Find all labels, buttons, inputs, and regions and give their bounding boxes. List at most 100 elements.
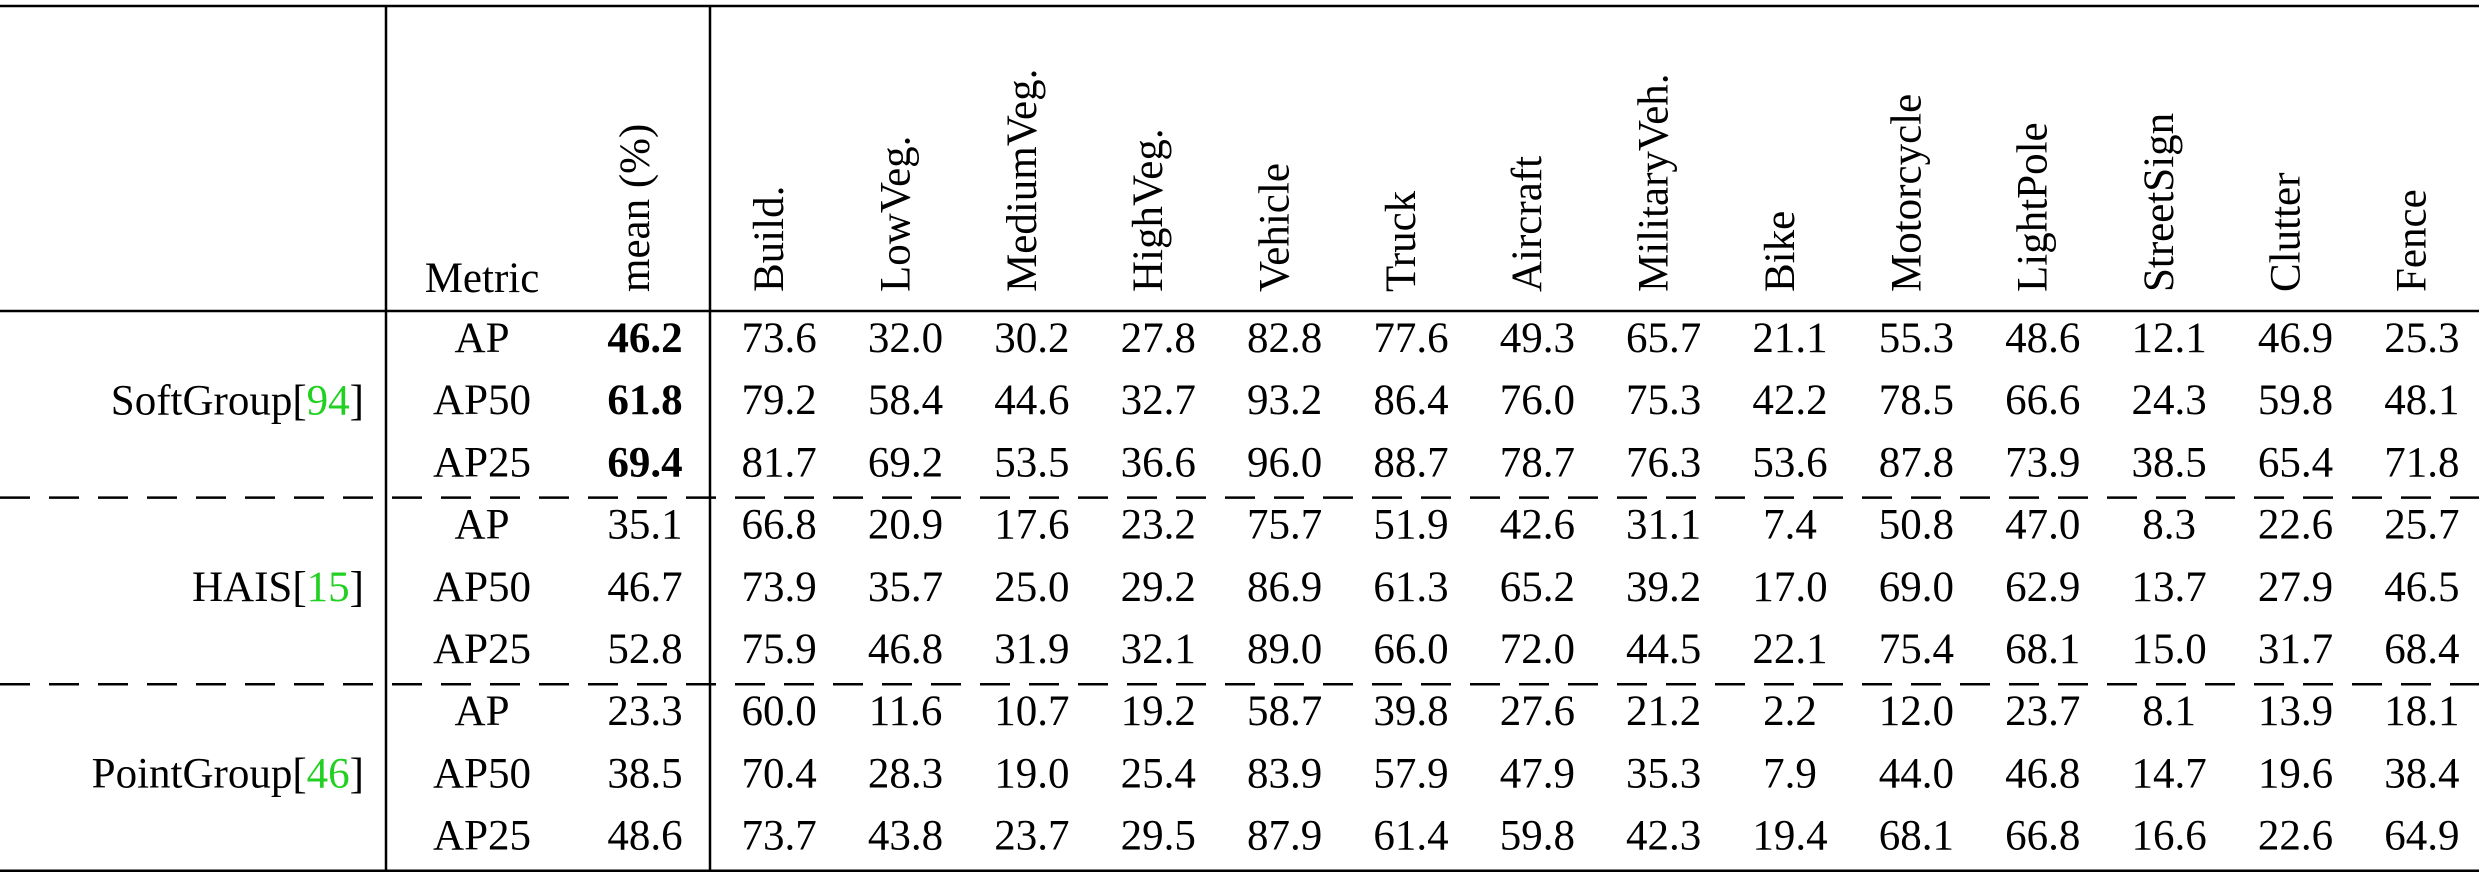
- mean-value: 61.8: [607, 377, 682, 424]
- cell-value: 61.4: [1373, 813, 1448, 860]
- cell-value: 28.3: [868, 750, 943, 797]
- cell-value: 46.5: [2384, 564, 2459, 611]
- cell-value: 23.7: [994, 813, 1069, 860]
- cell-value: 32.1: [1121, 626, 1196, 673]
- cell-value: 73.9: [742, 564, 817, 611]
- cell-value: 17.0: [1752, 564, 1827, 611]
- cell-value: 8.1: [2142, 688, 2196, 735]
- method: SoftGroup: [111, 377, 293, 424]
- cell-value: 66.6: [2005, 377, 2080, 424]
- cell-value: 39.2: [1626, 564, 1701, 611]
- header-class: Fence: [2389, 189, 2436, 292]
- cell-value: 66.8: [742, 502, 817, 549]
- cell-value: 18.1: [2384, 688, 2459, 735]
- header-class: HighVeg.: [1125, 128, 1172, 292]
- cell-value: 48.1: [2384, 377, 2459, 424]
- cell-value: 61.3: [1373, 564, 1448, 611]
- cell-value: 82.8: [1247, 315, 1322, 362]
- cell-value: 22.1: [1752, 626, 1827, 673]
- citation: [: [292, 750, 306, 797]
- cell-value: 19.2: [1121, 688, 1196, 735]
- cell-value: 23.7: [2005, 688, 2080, 735]
- header-class: StreetSign: [2136, 113, 2183, 292]
- cell-value: 53.6: [1752, 439, 1827, 486]
- cell-value: 35.7: [868, 564, 943, 611]
- header-class: Bike: [1757, 211, 1804, 292]
- cell-value: 46.9: [2258, 315, 2333, 362]
- cell-value: 55.3: [1879, 315, 1954, 362]
- cell-value: 7.4: [1763, 502, 1817, 549]
- metric: AP25: [433, 813, 531, 860]
- cell-value: 81.7: [742, 439, 817, 486]
- cell-value: 7.9: [1763, 750, 1817, 797]
- cell-value: 72.0: [1500, 626, 1575, 673]
- method-name: PointGroup[46]: [92, 750, 364, 797]
- cell-value: 31.1: [1626, 502, 1701, 549]
- cell-value: 77.6: [1373, 315, 1448, 362]
- method-name: SoftGroup[94]: [111, 377, 364, 424]
- cell-value: 75.4: [1879, 626, 1954, 673]
- cell-value: 27.8: [1121, 315, 1196, 362]
- cell-value: 58.4: [868, 377, 943, 424]
- header-class: LowVeg.: [872, 136, 919, 292]
- cell-value: 43.8: [868, 813, 943, 860]
- cell-value: 96.0: [1247, 439, 1322, 486]
- mean-value: 46.2: [607, 315, 682, 362]
- citation: 94: [307, 377, 350, 424]
- cell-value: 60.0: [742, 688, 817, 735]
- cell-value: 69.0: [1879, 564, 1954, 611]
- cell-value: 73.6: [742, 315, 817, 362]
- cell-value: 15.0: [2131, 626, 2206, 673]
- cell-value: 25.7: [2384, 502, 2459, 549]
- cell-value: 73.7: [742, 813, 817, 860]
- cell-value: 46.8: [868, 626, 943, 673]
- cell-value: 75.3: [1626, 377, 1701, 424]
- cell-value: 14.7: [2131, 750, 2206, 797]
- cell-value: 68.4: [2384, 626, 2459, 673]
- cell-value: 12.0: [1879, 688, 1954, 735]
- cell-value: 19.6: [2258, 750, 2333, 797]
- citation: [: [292, 564, 306, 611]
- cell-value: 51.9: [1373, 502, 1448, 549]
- header-mean: mean (%): [612, 124, 659, 292]
- mean-value: 48.6: [607, 813, 682, 860]
- mean-value: 52.8: [607, 626, 682, 673]
- cell-value: 8.3: [2142, 502, 2196, 549]
- cell-value: 66.0: [1373, 626, 1448, 673]
- cell-value: 21.1: [1752, 315, 1827, 362]
- cell-value: 25.4: [1121, 750, 1196, 797]
- cell-value: 65.4: [2258, 439, 2333, 486]
- cell-value: 38.4: [2384, 750, 2459, 797]
- cell-value: 47.0: [2005, 502, 2080, 549]
- metric: AP25: [433, 626, 531, 673]
- header-metric: Metric: [425, 255, 540, 302]
- cell-value: 19.4: [1752, 813, 1827, 860]
- citation: ]: [350, 377, 364, 424]
- cell-value: 71.8: [2384, 439, 2459, 486]
- cell-value: 25.0: [994, 564, 1069, 611]
- metric: AP50: [433, 750, 531, 797]
- cell-value: 87.9: [1247, 813, 1322, 860]
- cell-value: 10.7: [994, 688, 1069, 735]
- cell-value: 2.2: [1763, 688, 1817, 735]
- cell-value: 35.3: [1626, 750, 1701, 797]
- cell-value: 38.5: [2131, 439, 2206, 486]
- header-class: Clutter: [2262, 173, 2309, 292]
- cell-value: 69.2: [868, 439, 943, 486]
- cell-value: 44.5: [1626, 626, 1701, 673]
- cell-value: 42.2: [1752, 377, 1827, 424]
- metric: AP: [455, 315, 510, 362]
- citation: ]: [350, 564, 364, 611]
- cell-value: 27.9: [2258, 564, 2333, 611]
- cell-value: 58.7: [1247, 688, 1322, 735]
- citation: 15: [307, 564, 350, 611]
- citation: 46: [307, 750, 350, 797]
- metric: AP50: [433, 377, 531, 424]
- cell-value: 59.8: [1500, 813, 1575, 860]
- method: HAIS: [192, 564, 292, 611]
- cell-value: 48.6: [2005, 315, 2080, 362]
- cell-value: 68.1: [2005, 626, 2080, 673]
- cell-value: 29.5: [1121, 813, 1196, 860]
- mean-value: 35.1: [607, 502, 682, 549]
- cell-value: 20.9: [868, 502, 943, 549]
